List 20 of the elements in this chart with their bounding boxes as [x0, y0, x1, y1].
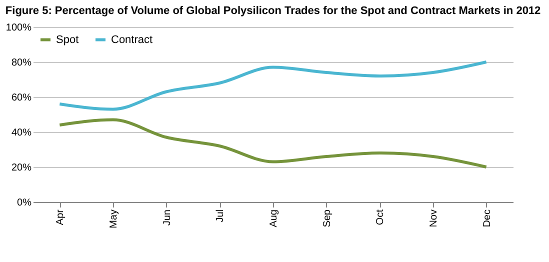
legend-label: Contract	[111, 34, 153, 46]
line-series	[58, 118, 488, 168]
chart-title: Figure 5: Percentage of Volume of Global Polysilicon Trades for the Spot and Contract Markets in 2012	[5, 5, 541, 17]
x-tick-label: Sep	[322, 209, 333, 228]
y-tick-label: 80%	[11, 58, 32, 68]
y-tick-label: 20%	[11, 162, 32, 174]
x-tick-label: Apr	[55, 208, 66, 226]
legend-label: Spot	[56, 34, 79, 46]
line-series	[58, 60, 488, 111]
x-tick-label: Dec	[482, 210, 493, 228]
x-tick-label: May	[108, 210, 120, 228]
y-tick-label: 60%	[11, 92, 32, 104]
x-tick-label: Aug	[268, 210, 280, 228]
x-tick-label: Jul	[215, 210, 226, 222]
x-tick-label: Nov	[428, 210, 440, 228]
x-tick-label: Oct	[375, 209, 386, 226]
y-tick-label: 0%	[17, 198, 32, 208]
y-tick-label: 100%	[6, 22, 32, 34]
x-tick-label: Jun	[162, 210, 173, 226]
y-tick-label: 40%	[11, 128, 32, 138]
